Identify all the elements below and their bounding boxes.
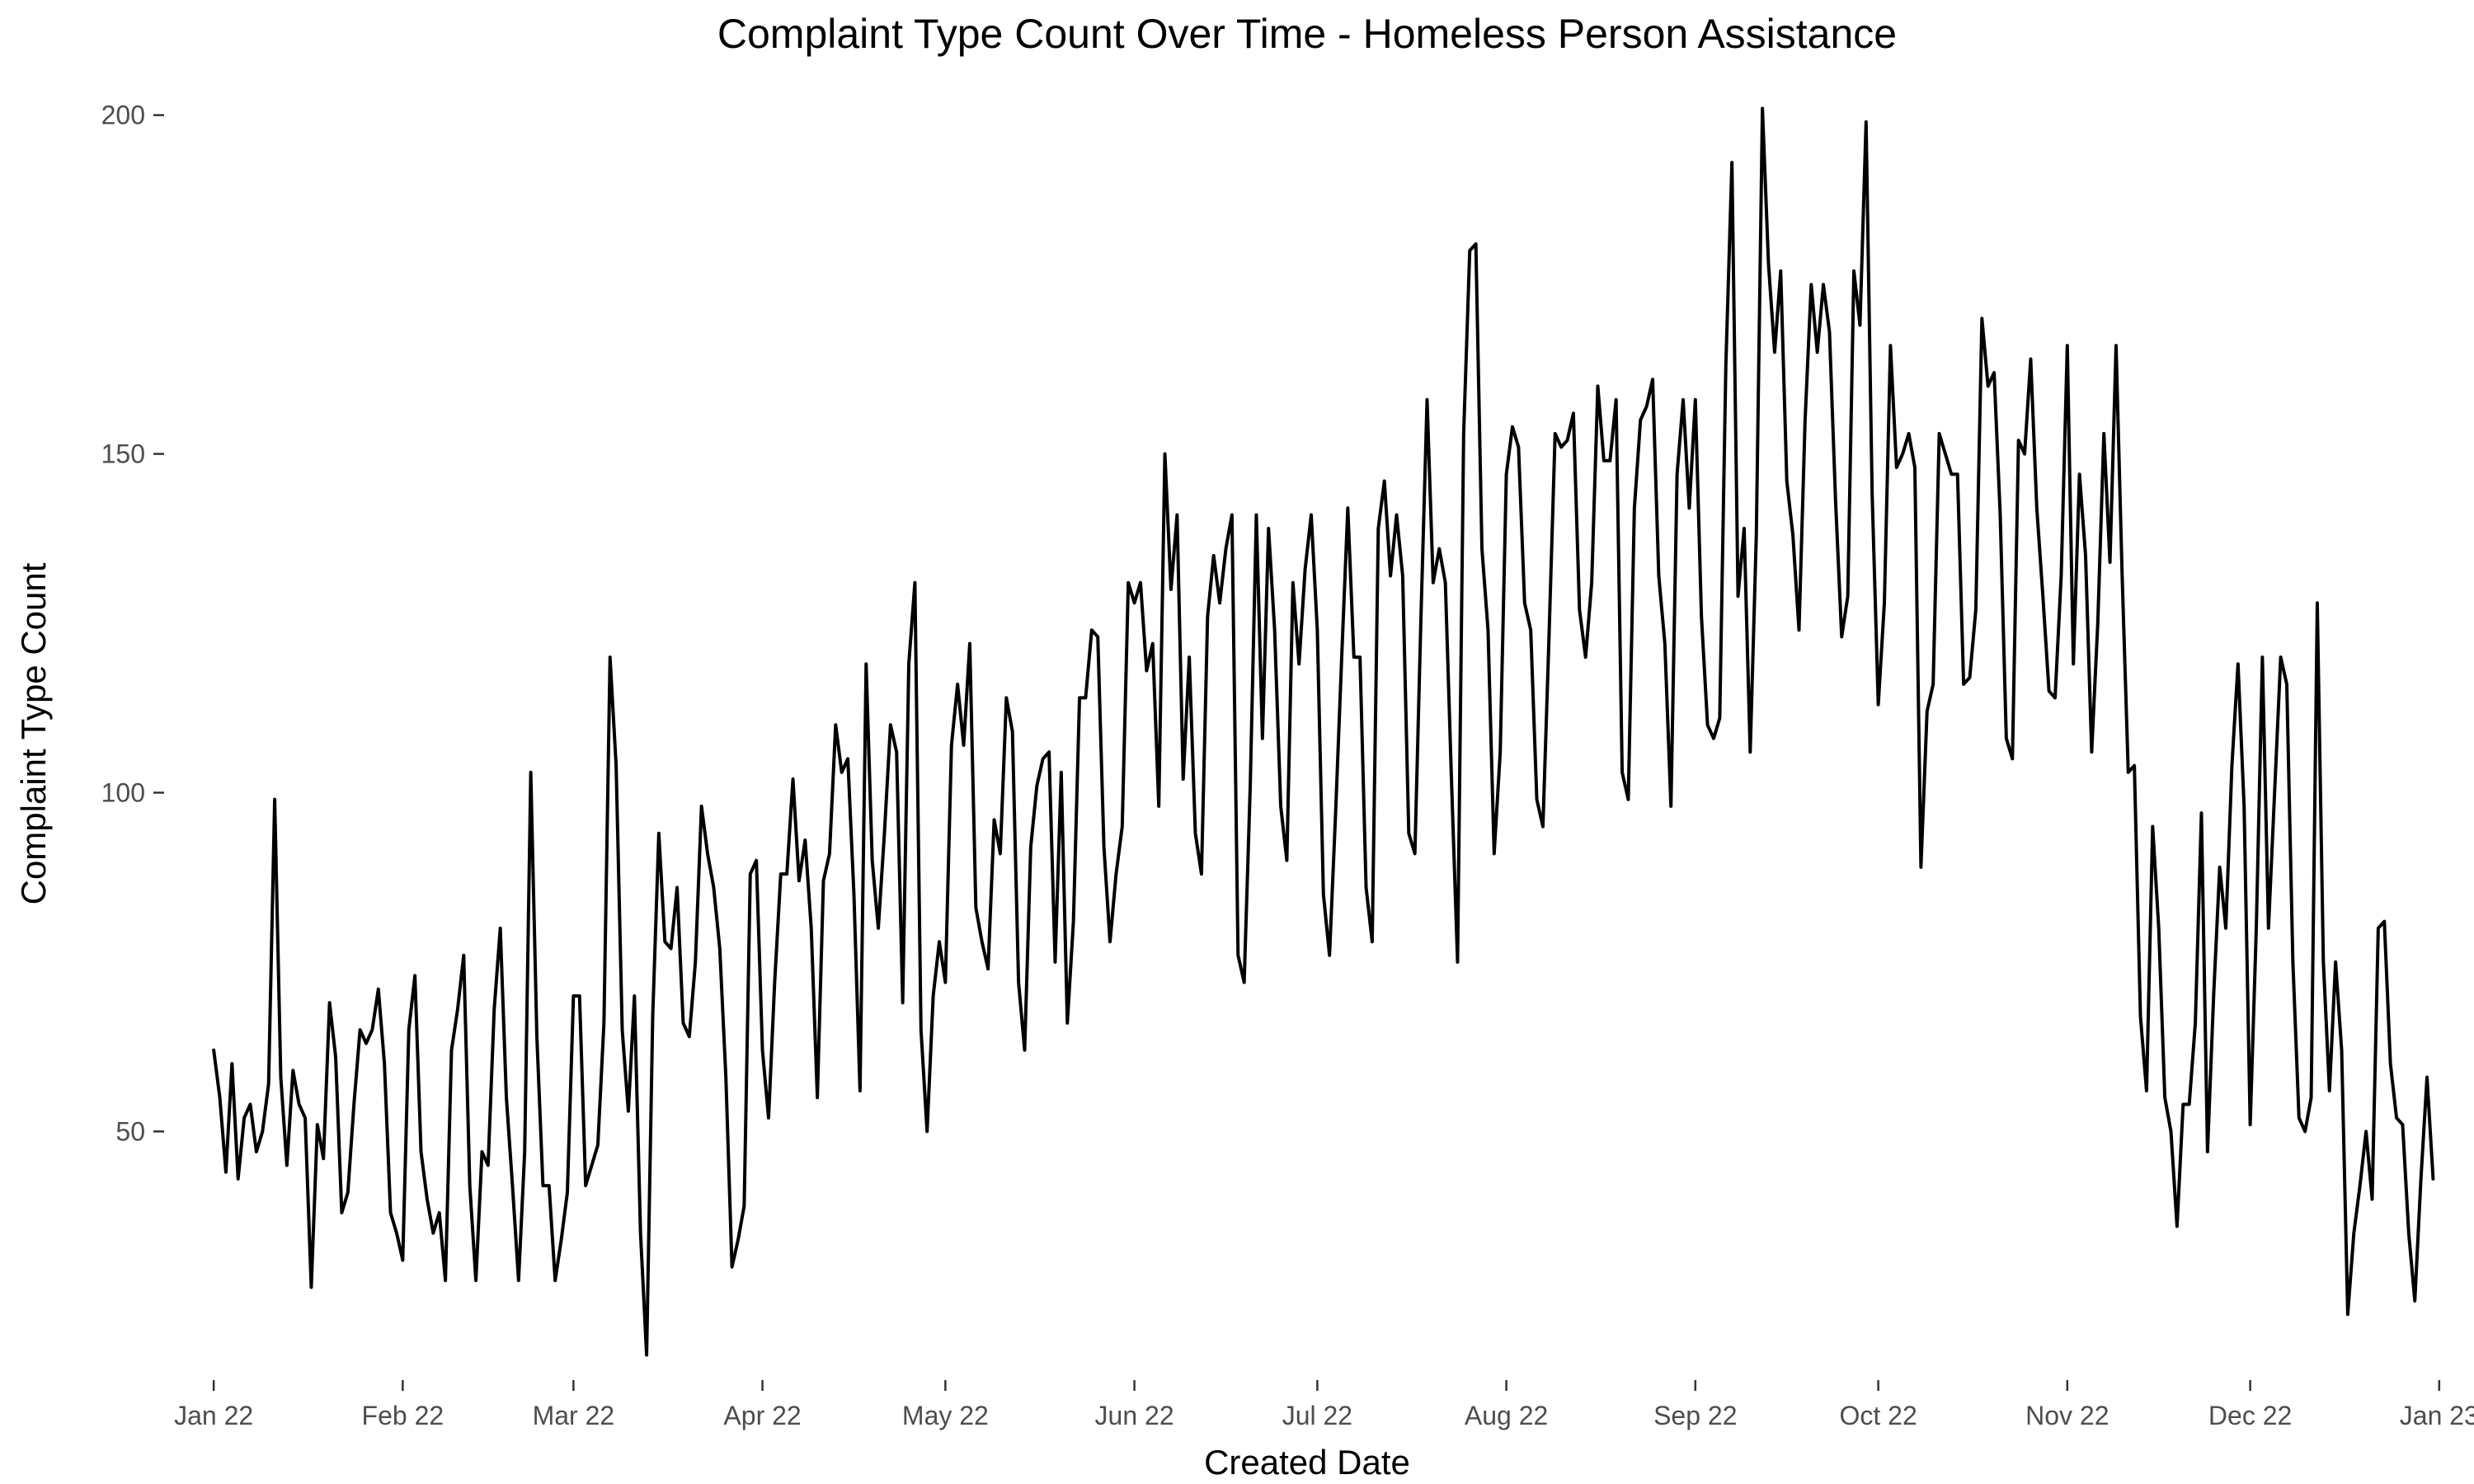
x-tick-label: Nov 22 <box>2025 1401 2109 1430</box>
x-tick-label: Jan 23 <box>2400 1401 2474 1430</box>
x-tick-label: Jan 22 <box>174 1401 253 1430</box>
y-tick-label: 50 <box>115 1116 145 1146</box>
x-tick-label: Mar 22 <box>533 1401 615 1430</box>
x-axis-title: Created Date <box>1204 1443 1410 1482</box>
y-tick-label: 100 <box>101 777 145 807</box>
chart-title: Complaint Type Count Over Time - Homeles… <box>717 11 1897 57</box>
x-tick-label: Jul 22 <box>1282 1401 1352 1430</box>
series-layer <box>212 106 2435 1357</box>
x-tick-label: Feb 22 <box>362 1401 444 1430</box>
x-tick-label: Jun 22 <box>1095 1401 1174 1430</box>
x-tick-label: Aug 22 <box>1465 1401 1548 1430</box>
x-tick-label: Oct 22 <box>1839 1401 1917 1430</box>
x-axis: Jan 22 Feb 22 Mar 22 Apr 22 May 22 Jun 22 Jul … <box>174 1380 2474 1430</box>
x-tick-label: Dec 22 <box>2208 1401 2292 1430</box>
y-tick-label: 200 <box>101 101 145 130</box>
y-tick-label: 150 <box>101 439 145 469</box>
x-tick-label: May 22 <box>902 1401 989 1430</box>
y-axis: 50 100 150 200 <box>101 101 164 1146</box>
series-line-0 <box>212 106 2435 1357</box>
x-tick-label: Sep 22 <box>1653 1401 1737 1430</box>
y-axis-title: Complaint Type Count <box>14 562 53 904</box>
x-tick-label: Apr 22 <box>723 1401 801 1430</box>
